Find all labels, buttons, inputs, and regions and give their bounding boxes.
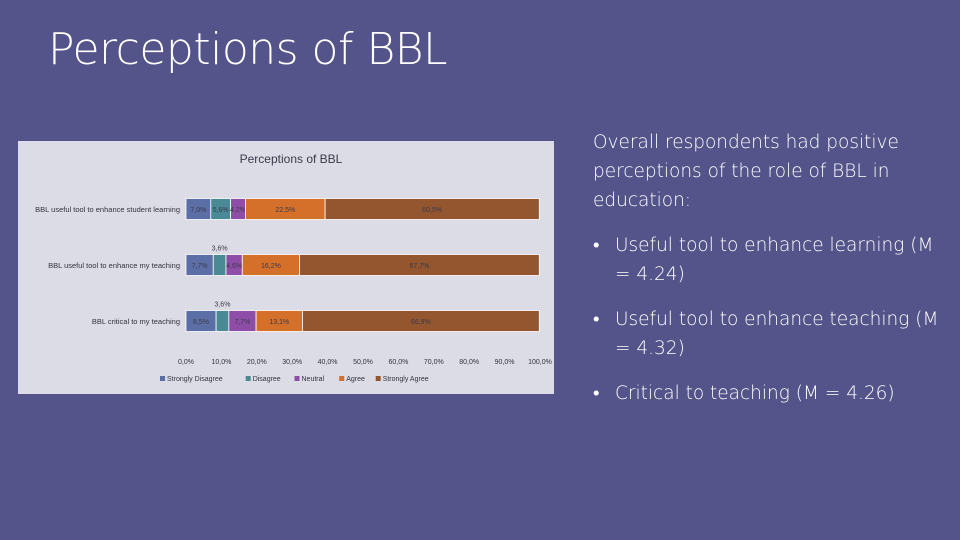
data-label: 7,7% <box>234 319 250 326</box>
x-tick-label: 20,0% <box>247 359 267 366</box>
x-tick-label: 30,0% <box>282 359 302 366</box>
data-label: 4,6% <box>226 263 242 270</box>
x-tick-label: 40,0% <box>318 359 338 366</box>
data-label: 13,1% <box>269 319 289 326</box>
legend-swatch <box>294 376 300 381</box>
chart-svg: Perceptions of BBL BBL useful tool to enh… <box>35 152 552 383</box>
legend-swatch <box>160 376 165 381</box>
x-tick-label: 70,0% <box>424 359 444 366</box>
bar-segment-strongly-agree <box>299 254 540 276</box>
x-tick-label: 10,0% <box>211 359 231 366</box>
data-label: 16,2% <box>261 263 281 270</box>
bullet-critical: Critical to teaching (M = 4.26) <box>593 379 943 408</box>
data-label: 22,5% <box>275 207 295 214</box>
data-label: 8,5% <box>193 319 209 326</box>
data-label: 67,7% <box>410 263 430 270</box>
bullet-learning: Useful tool to enhance learning (M = 4.2… <box>593 231 943 289</box>
legend-label: Agree <box>346 376 365 383</box>
legend-label: Neutral <box>302 376 325 383</box>
bar-segment-disagree <box>215 310 230 332</box>
data-label: 7,0% <box>190 207 206 214</box>
bar-segment-strongly-agree <box>302 310 540 332</box>
stacked-bar-chart: Perceptions of BBL BBL useful tool to enh… <box>18 141 554 394</box>
legend-swatch <box>339 376 345 381</box>
legend-swatch <box>375 376 381 381</box>
category-label: BBL useful tool to enhance my teaching <box>48 261 180 270</box>
chart-title: Perceptions of BBL <box>240 152 343 166</box>
bar-segment-disagree <box>212 254 227 276</box>
x-tick-label: 80,0% <box>459 359 479 366</box>
category-label: BBL critical to my teaching <box>92 317 180 326</box>
data-label: 3,6% <box>214 302 230 309</box>
x-tick-label: 50,0% <box>353 359 373 366</box>
x-tick-label: 60,0% <box>388 359 408 366</box>
data-label: 4,2% <box>230 207 246 214</box>
data-label: 5,6% <box>213 207 229 214</box>
data-label: 66,9% <box>411 319 431 326</box>
data-label: 60,5% <box>422 207 442 214</box>
x-tick-label: 90,0% <box>495 359 515 366</box>
summary-intro: Overall respondents had positive percept… <box>593 132 899 211</box>
summary-text: Overall respondents had positive percept… <box>593 128 943 408</box>
legend-label: Strongly Disagree <box>167 376 223 383</box>
slide-title: Perceptions of BBL <box>48 24 448 75</box>
x-tick-label: 0,0% <box>178 359 194 366</box>
summary-list: Useful tool to enhance learning (M = 4.2… <box>593 231 943 408</box>
bar-segment-strongly-agree <box>324 198 540 220</box>
x-tick-label: 100,0% <box>528 359 552 366</box>
data-label: 7,7% <box>192 263 208 270</box>
legend-label: Strongly Agree <box>383 376 429 383</box>
legend-label: Disagree <box>253 376 281 383</box>
legend-swatch <box>245 376 251 381</box>
category-label: BBL useful tool to enhance student learn… <box>35 205 180 214</box>
bullet-teaching: Useful tool to enhance teaching (M = 4.3… <box>593 305 943 363</box>
data-label: 3,6% <box>212 246 228 253</box>
